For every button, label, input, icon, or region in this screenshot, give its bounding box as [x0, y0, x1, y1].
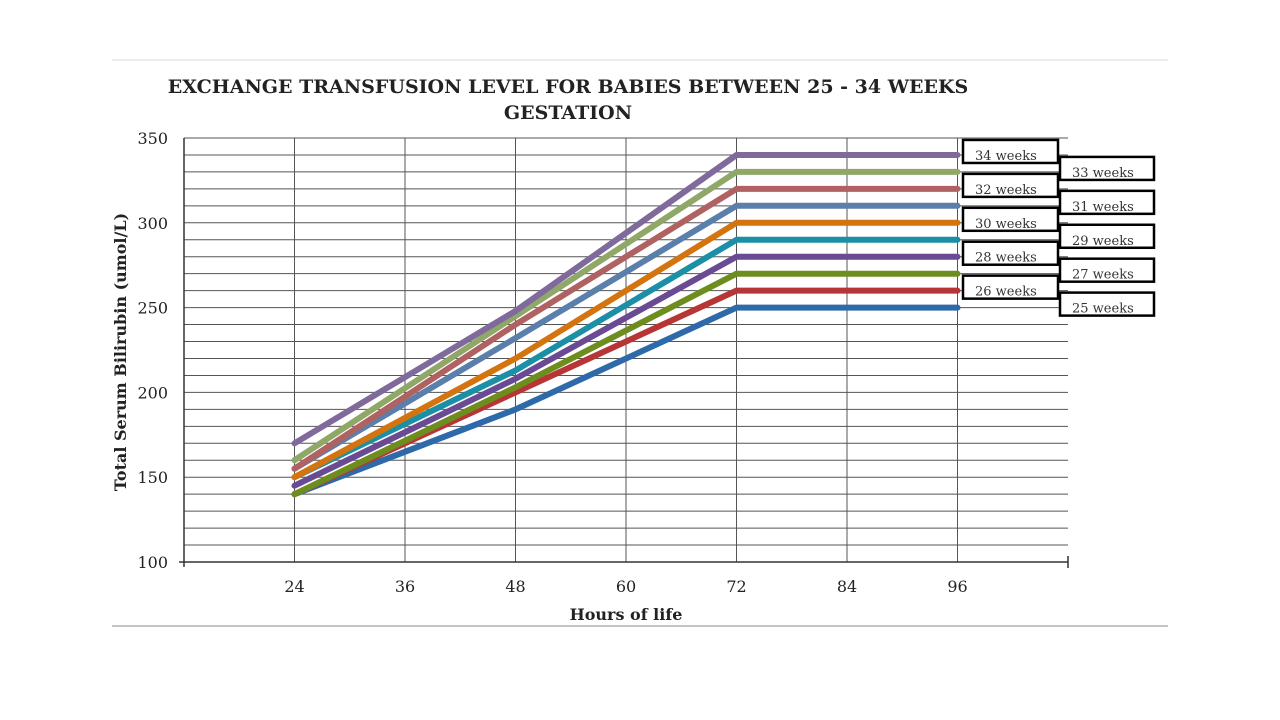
- series-line: [291, 236, 961, 481]
- x-tick-label: 48: [505, 577, 525, 596]
- legend-box: [1058, 189, 1156, 216]
- legend-box: [1058, 257, 1156, 283]
- legend-label: 34 weeks: [975, 149, 1037, 164]
- series-line: [291, 219, 961, 481]
- legend-label: 33 weeks: [1072, 166, 1134, 181]
- legend-label: 25 weeks: [1072, 302, 1134, 317]
- legend-box: [1058, 291, 1156, 317]
- legend-label: 29 weeks: [1072, 234, 1134, 249]
- series-line: [291, 152, 961, 447]
- figure-border: [112, 59, 1168, 627]
- y-tick-label: 350: [137, 129, 168, 148]
- y-tick-label: 250: [137, 299, 168, 318]
- legend-box: [961, 274, 1060, 300]
- legend-label: 26 weeks: [975, 285, 1037, 300]
- axis-ticks: 100 150 200 250 300 350 24 36 48 60 72 84 96: [137, 129, 967, 596]
- legend-box: [1058, 223, 1156, 250]
- legend-box: [961, 172, 1060, 199]
- x-tick-label: 96: [947, 577, 967, 596]
- chart-title-line-1: EXCHANGE TRANSFUSION LEVEL FOR BABIES BE…: [168, 76, 969, 98]
- x-axis-title: Hours of life: [570, 605, 683, 624]
- series-line: [291, 270, 961, 498]
- legend-box: [961, 206, 1060, 233]
- y-tick-label: 200: [137, 383, 168, 402]
- legend-label: 27 weeks: [1072, 268, 1134, 283]
- y-tick-label: 300: [137, 214, 168, 233]
- plot-grid: [179, 137, 1069, 568]
- legend-label: 32 weeks: [975, 183, 1037, 198]
- series-line: [291, 202, 961, 472]
- x-tick-label: 36: [395, 577, 415, 596]
- series-line: [291, 185, 961, 472]
- series-line: [291, 253, 961, 489]
- legend-box: [961, 240, 1060, 266]
- x-tick-label: 24: [284, 577, 304, 596]
- series-line: [291, 304, 961, 498]
- series-lines: [291, 152, 961, 498]
- legend-label: 31 weeks: [1072, 200, 1134, 215]
- x-tick-label: 84: [837, 577, 857, 596]
- legend-box: [961, 138, 1060, 165]
- chart-title-line-2: GESTATION: [504, 102, 632, 124]
- series-line: [291, 168, 961, 464]
- legend-label: 30 weeks: [975, 217, 1037, 232]
- legend-label: 28 weeks: [975, 251, 1037, 266]
- legend-box: [1058, 155, 1156, 182]
- x-tick-label: 72: [726, 577, 746, 596]
- y-axis-title: Total Serum Bilirubin (umol/L): [111, 213, 130, 491]
- y-tick-label: 150: [137, 468, 168, 487]
- x-tick-label: 60: [616, 577, 636, 596]
- y-tick-label: 100: [137, 553, 168, 572]
- series-legend: 34 weeks 33 weeks 32 weeks 31 weeks 30 weeks…: [961, 138, 1156, 317]
